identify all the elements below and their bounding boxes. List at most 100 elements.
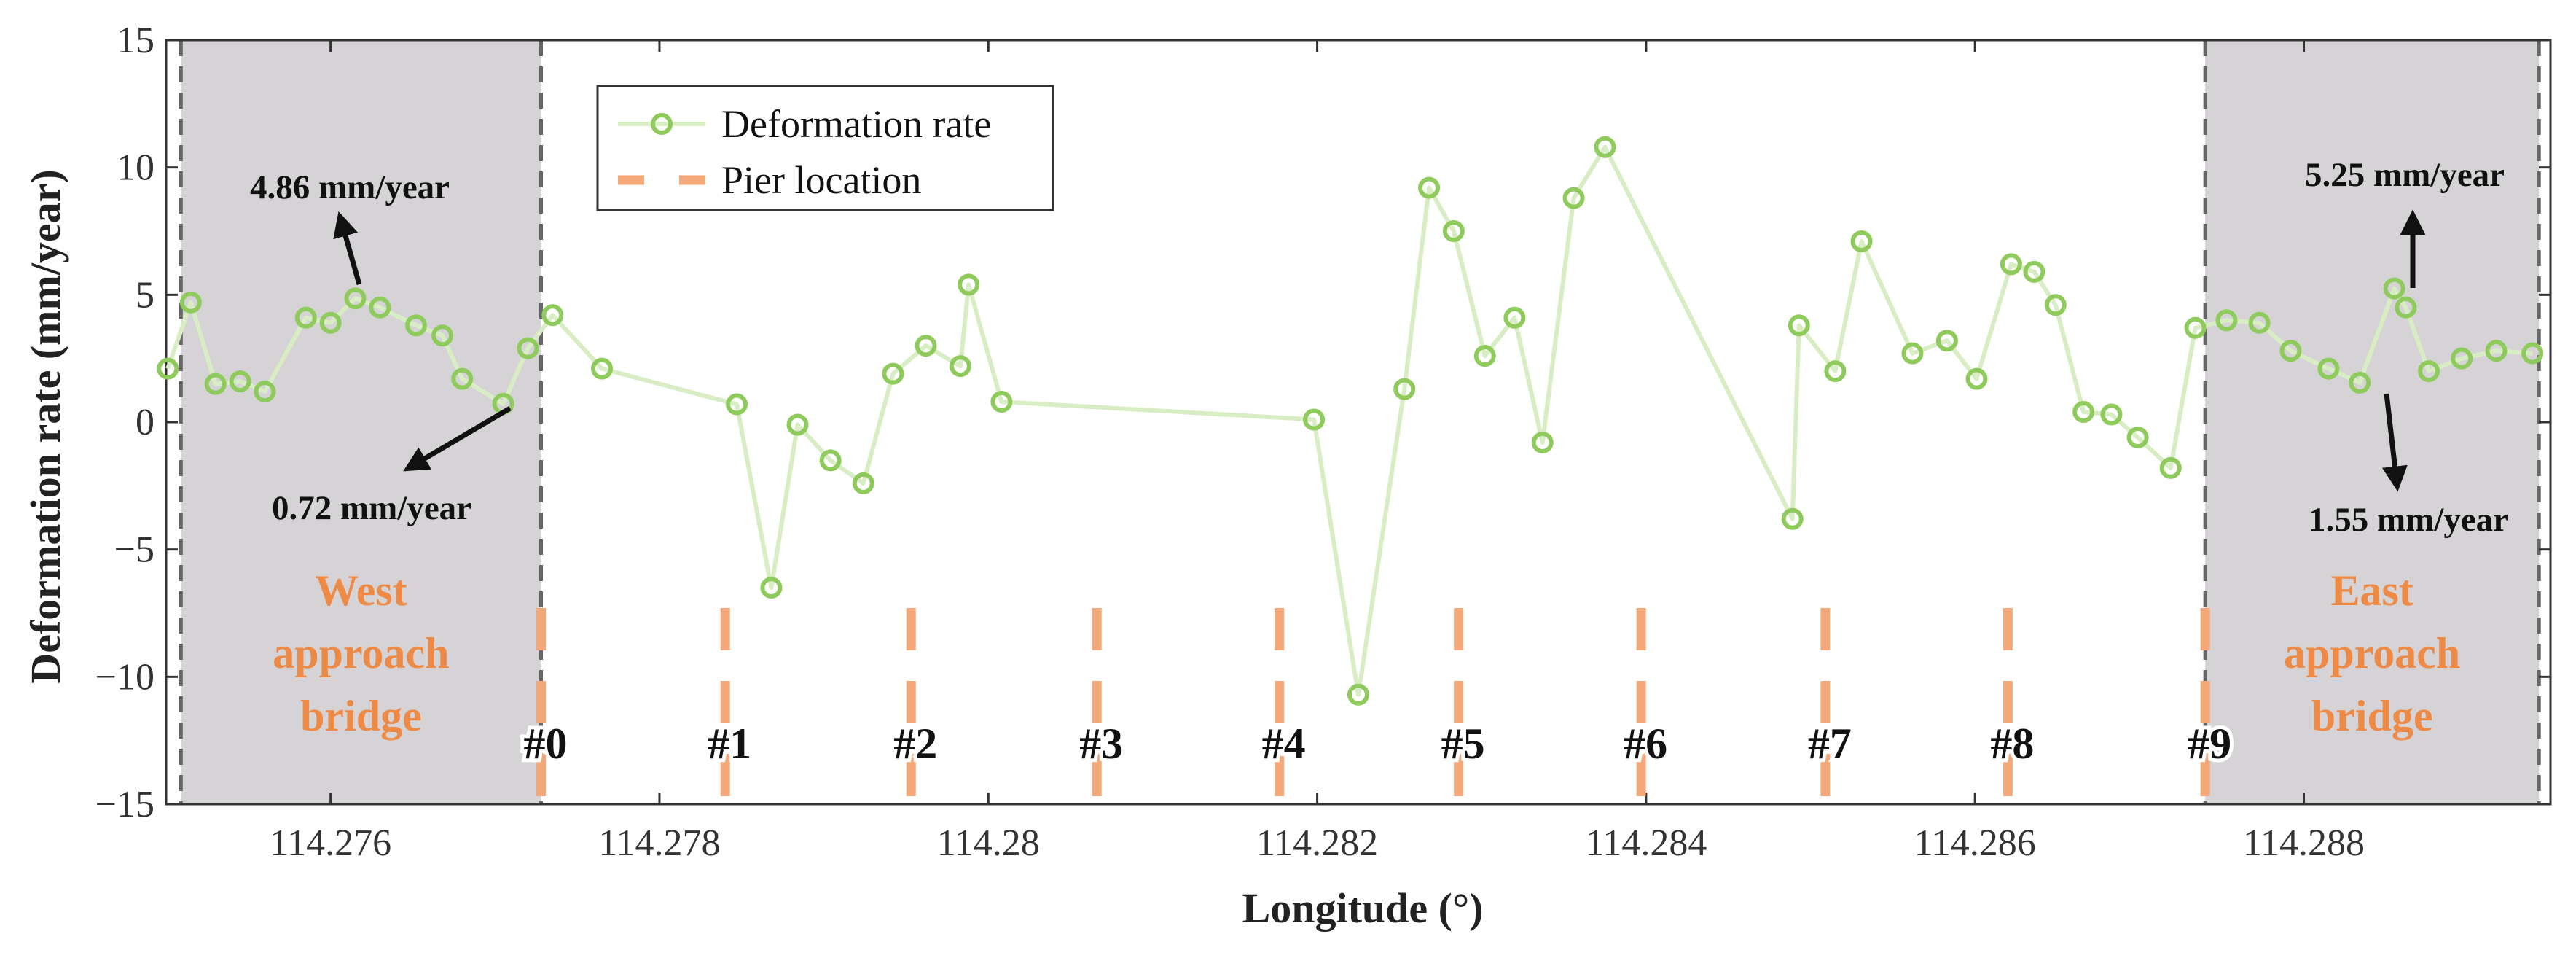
y-tick-label: 15 — [117, 20, 154, 61]
data-point — [1850, 230, 1873, 252]
data-point — [2126, 426, 2149, 448]
annotation-label: 4.86 mm/year — [250, 168, 450, 206]
data-point — [590, 357, 613, 380]
data-point — [1824, 360, 1847, 383]
legend-box — [596, 85, 1054, 211]
data-point — [2000, 253, 2022, 276]
x-tick-label: 114.282 — [1256, 822, 1378, 864]
data-point — [179, 291, 202, 314]
y-tick-label: 10 — [117, 147, 154, 189]
y-tick-label: −10 — [95, 656, 154, 698]
approach-region-0 — [181, 40, 541, 804]
data-point — [2215, 309, 2238, 332]
legend-label-deformation: Deformation rate — [721, 102, 991, 146]
data-point — [2044, 294, 2067, 316]
data-point — [431, 324, 454, 347]
data-point — [1788, 314, 1810, 337]
data-point — [1562, 187, 1585, 209]
data-point — [2072, 401, 2095, 424]
x-tick-label: 114.276 — [270, 822, 391, 864]
piers-layer: #0 #1 #2 #3 #4 #5 #6 #7 #8 #9 — [520, 608, 2235, 804]
region-label-1-1: approach — [2284, 629, 2460, 677]
data-point — [451, 367, 474, 390]
region-label-1-2: bridge — [2311, 692, 2433, 740]
shaded-regions-layer: West approach bridge East approach bridge — [179, 40, 2541, 804]
data-point — [2383, 277, 2405, 300]
data-point — [541, 304, 564, 327]
y-tick-label: 5 — [136, 274, 154, 316]
data-point — [404, 314, 427, 337]
pier-label: #9 — [2188, 720, 2231, 768]
data-point — [2349, 371, 2371, 394]
annotation-label: 1.55 mm/year — [2309, 501, 2508, 539]
legend: Deformation rate Pier location — [596, 85, 1054, 211]
data-point — [2451, 347, 2473, 370]
data-point — [517, 337, 539, 359]
data-point — [1418, 176, 1441, 199]
data-point — [882, 362, 904, 385]
data-point — [958, 273, 980, 296]
data-point — [1935, 330, 1958, 352]
data-point — [204, 373, 227, 395]
data-point — [344, 287, 367, 310]
y-tick-label: 0 — [136, 402, 154, 443]
pier-label: #3 — [1079, 720, 1123, 768]
pier-label: #2 — [893, 720, 937, 768]
annotation-arrow — [333, 211, 362, 285]
data-point — [786, 413, 809, 436]
data-point — [1347, 683, 1369, 706]
annotation-arrow — [403, 405, 512, 472]
region-label-0-0: West — [315, 566, 407, 615]
data-point — [2317, 357, 2340, 380]
data-point — [949, 355, 971, 378]
y-tick-label: −15 — [95, 784, 154, 825]
pier-label: #7 — [1808, 720, 1852, 768]
data-point — [990, 391, 1013, 413]
data-point — [229, 370, 251, 393]
legend-marker-sample — [651, 113, 673, 135]
data-point — [1531, 431, 1554, 453]
annotations-layer: 4.86 mm/year 0.72 mm/year 5.25 mm/year 1.55… — [250, 156, 2508, 539]
data-point — [1901, 342, 1924, 365]
region-label-0-1: approach — [273, 629, 449, 677]
pier-label: #6 — [1624, 720, 1667, 768]
pier-label: #4 — [1262, 720, 1306, 768]
data-point — [819, 449, 842, 472]
data-point — [1473, 345, 1496, 367]
legend-label-pier: Pier location — [721, 158, 921, 202]
data-point — [2521, 342, 2544, 365]
x-axis-title: Longitude (°) — [1242, 884, 1484, 932]
data-point — [369, 296, 391, 319]
series-layer — [157, 136, 2544, 706]
data-point — [157, 357, 179, 380]
data-point — [2248, 311, 2271, 334]
data-point — [852, 472, 874, 494]
x-tick-label: 114.288 — [2243, 822, 2365, 864]
data-point — [1303, 408, 1326, 431]
y-axis-title: Deformation rate (mm/year) — [22, 169, 69, 683]
region-label-1-0: East — [2330, 566, 2413, 615]
data-point — [254, 381, 276, 403]
data-point — [2485, 340, 2508, 362]
data-point — [726, 393, 748, 416]
data-point — [2023, 260, 2045, 283]
x-tick-label: 114.284 — [1585, 822, 1707, 864]
axes-layer: −15 −10 −5 0 5 10 15 114.276 114.278 114.28 114.28… — [95, 20, 2552, 864]
pier-label: #1 — [708, 720, 751, 768]
x-tick-label: 114.278 — [598, 822, 720, 864]
data-point — [1594, 136, 1616, 158]
data-point — [294, 306, 317, 329]
data-point — [1393, 378, 1416, 400]
data-point — [1442, 220, 1465, 242]
data-point — [1503, 306, 1526, 329]
data-point — [2395, 296, 2417, 319]
approach-region-1 — [2205, 40, 2540, 804]
data-point — [2279, 340, 2302, 362]
data-point — [2184, 316, 2207, 339]
x-tick-label: 114.28 — [937, 822, 1040, 864]
data-point — [2418, 360, 2440, 383]
pier-label: #8 — [1990, 720, 2034, 768]
region-label-0-2: bridge — [300, 692, 422, 740]
data-point — [760, 577, 783, 599]
